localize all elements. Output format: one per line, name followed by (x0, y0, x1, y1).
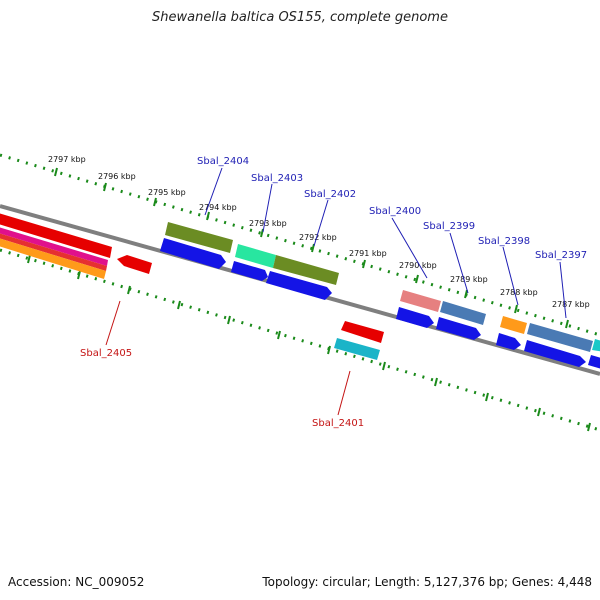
cds-orange-bar[interactable] (500, 316, 527, 334)
cds-red-small[interactable] (0, 232, 107, 271)
cds-forward-arrow[interactable] (436, 317, 481, 340)
cds-teal-bar[interactable] (235, 244, 276, 268)
tick-mark (206, 211, 210, 221)
cds-olive-bar[interactable] (273, 255, 339, 285)
cds-orange-bar[interactable] (0, 237, 106, 279)
reverse-features (0, 212, 384, 360)
cds-forward-arrow[interactable] (396, 307, 434, 328)
tick-mark (362, 259, 366, 269)
cds-forward-arrow[interactable] (231, 261, 268, 281)
genome-summary-text: Topology: circular; Length: 5,127,376 bp… (262, 575, 592, 589)
tick-label: 2788 kbp (500, 288, 538, 297)
gene-label[interactable]: Sbal_2403 (251, 173, 303, 184)
tick-mark (153, 197, 157, 207)
tick-mark (464, 289, 468, 299)
cds-steelblue-bar[interactable] (527, 323, 593, 352)
tick-label: 2789 kbp (450, 275, 488, 284)
inner-tick-ring (0, 248, 600, 432)
tick-mark (103, 182, 107, 192)
tick-mark (177, 300, 181, 310)
tick-mark (415, 274, 419, 284)
tick-mark (537, 407, 541, 417)
leader-line (105, 300, 121, 346)
leader-line (337, 370, 351, 416)
tick-label: 2793 kbp (249, 219, 287, 228)
cds-olive-bar[interactable] (165, 222, 233, 253)
tick-mark (311, 243, 315, 253)
tick-mark (485, 392, 489, 402)
cds-reverse-arrow[interactable] (341, 321, 384, 343)
leader-line (559, 261, 567, 319)
cds-forward-arrow[interactable] (160, 238, 226, 269)
tick-label: 2797 kbp (48, 155, 86, 164)
tick-mark (77, 270, 81, 280)
cds-red-bar[interactable] (0, 212, 112, 258)
leader-line (449, 232, 469, 294)
cds-steelblue-bar[interactable] (440, 301, 486, 325)
outer-tick-ring (0, 153, 600, 337)
gene-label[interactable]: Sbal_2401 (312, 418, 364, 429)
inner-minor-ticks (27, 254, 591, 432)
cds-forward-arrow[interactable] (266, 271, 332, 300)
tick-mark (565, 319, 569, 329)
leader-line (391, 217, 428, 279)
cds-forward-arrow[interactable] (496, 333, 521, 350)
tick-mark (382, 361, 386, 371)
tick-mark (587, 422, 591, 432)
tick-mark (227, 315, 231, 325)
tick-mark (434, 377, 438, 387)
gene-label[interactable]: Sbal_2397 (535, 250, 587, 261)
gene-label[interactable]: Sbal_2404 (197, 156, 249, 167)
tick-mark (127, 285, 131, 295)
tick-label: 2791 kbp (349, 249, 387, 258)
cds-forward-arrow[interactable] (524, 340, 586, 367)
gene-label[interactable]: Sbal_2402 (304, 189, 356, 200)
gene-label[interactable]: Sbal_2398 (478, 236, 530, 247)
leader-line (204, 167, 223, 216)
tick-mark (260, 228, 264, 238)
tick-label: 2790 kbp (399, 261, 437, 270)
tick-label: 2795 kbp (148, 188, 186, 197)
leader-line (313, 199, 329, 247)
tick-mark (514, 304, 518, 314)
tick-label: 2787 kbp (552, 300, 590, 309)
gene-label[interactable]: Sbal_2400 (369, 206, 421, 217)
forward-features (160, 222, 600, 370)
tick-label: 2796 kbp (98, 172, 136, 181)
scale-ticks (54, 167, 569, 329)
tick-mark (54, 167, 58, 177)
cds-cyan-bar[interactable] (334, 338, 380, 360)
gene-label[interactable]: Sbal_2399 (423, 221, 475, 232)
leader-line (502, 246, 519, 306)
gene-label[interactable]: Sbal_2405 (80, 348, 132, 359)
tick-label: 2794 kbp (199, 203, 237, 212)
cds-reverse-arrow[interactable] (117, 255, 152, 274)
tick-label: 2792 kbp (299, 233, 337, 242)
leader-line (262, 183, 273, 233)
map-title: Shewanella baltica OS155, complete genom… (152, 10, 448, 25)
accession-text: Accession: NC_009052 (8, 575, 145, 589)
tick-mark (277, 330, 281, 340)
cds-salmon-bar[interactable] (400, 290, 441, 312)
cds-magenta-bar[interactable] (0, 226, 108, 266)
cds-forward-arrow[interactable] (588, 355, 600, 370)
tick-mark (27, 254, 31, 264)
tick-mark (327, 345, 331, 355)
cds-cyan-bar[interactable] (592, 339, 600, 352)
